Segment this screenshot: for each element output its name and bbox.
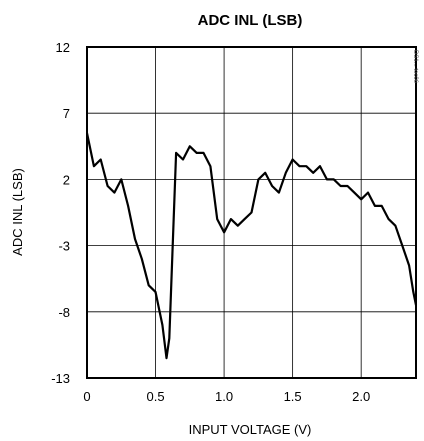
inl-series-line bbox=[85, 132, 418, 360]
y-tick-label: -13 bbox=[51, 371, 70, 386]
tick-labels: 0 0.5 1.0 1.5 2.0 12 7 2 -3 -8 -13 bbox=[51, 40, 370, 404]
x-tick-label: 1.5 bbox=[284, 389, 302, 404]
x-tick-label: 0 bbox=[83, 389, 90, 404]
y-tick-label: 2 bbox=[63, 172, 70, 187]
y-axis-label: ADC INL (LSB) bbox=[10, 168, 25, 256]
x-tick-label: 2.0 bbox=[352, 389, 370, 404]
x-tick-label: 0.5 bbox=[147, 389, 165, 404]
x-axis-label: INPUT VOLTAGE (V) bbox=[189, 422, 312, 437]
figure-reference-code: DS1... toc06 bbox=[412, 50, 418, 84]
y-tick-label: -3 bbox=[58, 239, 70, 254]
plot-frame bbox=[86, 46, 417, 379]
y-tick-label: 12 bbox=[56, 40, 70, 55]
y-tick-label: -8 bbox=[58, 305, 70, 320]
chart-title: ADC INL (LSB) bbox=[198, 12, 303, 29]
y-tick-label: 7 bbox=[63, 106, 70, 121]
x-tick-label: 1.0 bbox=[215, 389, 233, 404]
